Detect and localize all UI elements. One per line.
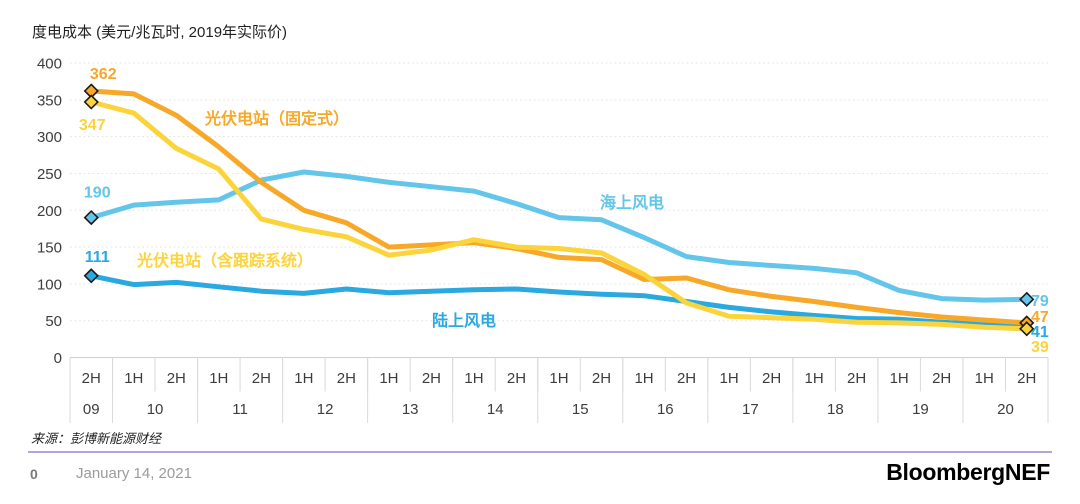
x-period-label: 1H (805, 370, 824, 387)
x-period-label: 2H (592, 370, 611, 387)
marker-offshore-wind-start (83, 209, 99, 226)
series-label-pv-tracking: 光伏电站（含跟踪系统） (136, 251, 313, 270)
y-tick-label: 100 (37, 276, 62, 293)
y-tick-label: 300 (37, 129, 62, 146)
value-label-offshore-wind-start: 190 (84, 185, 111, 202)
y-tick-label: 150 (37, 240, 62, 257)
series-line-onshore-wind (88, 273, 1030, 330)
x-period-label: 2H (337, 370, 356, 387)
x-year-label: 14 (487, 401, 504, 418)
x-period-label: 2H (932, 370, 951, 387)
marker-offshore-wind-end (1019, 291, 1035, 307)
marker-pv-tracking-end (1019, 321, 1035, 337)
value-label-onshore-wind-end: 41 (1031, 324, 1049, 341)
y-tick-label: 50 (45, 313, 62, 330)
series-label-onshore-wind: 陆上风电 (432, 311, 496, 330)
series-label-offshore-wind: 海上风电 (600, 193, 664, 212)
y-tick-label: 350 (37, 92, 62, 109)
x-period-label: 2H (167, 370, 186, 387)
marker-pv-tracking-start (83, 94, 99, 110)
x-period-label: 2H (1017, 370, 1036, 387)
x-period-label: 2H (677, 370, 696, 387)
x-year-label: 16 (657, 401, 674, 418)
series-line-pv-fixed (88, 88, 1030, 326)
value-label-pv-tracking-end: 39 (1031, 339, 1049, 356)
x-period-label: 1H (634, 370, 653, 387)
series-line-offshore-wind (88, 169, 1030, 303)
x-period-label: 2H (847, 370, 866, 387)
y-tick-label: 250 (37, 166, 62, 183)
x-period-label: 2H (507, 370, 526, 387)
value-label-pv-tracking-start: 347 (79, 117, 106, 134)
footer-divider (28, 451, 1052, 453)
x-year-label: 15 (572, 401, 589, 418)
x-year-label: 09 (83, 401, 100, 418)
page-number: 0 (30, 466, 38, 482)
x-period-label: 1H (124, 370, 143, 387)
x-period-label: 2H (762, 370, 781, 387)
x-period-label: 2H (422, 370, 441, 387)
x-period-label: 1H (379, 370, 398, 387)
x-year-label: 17 (742, 401, 759, 418)
x-period-label: 2H (252, 370, 271, 387)
x-year-label: 18 (827, 401, 844, 418)
x-period-label: 1H (890, 370, 909, 387)
value-label-pv-fixed-start: 362 (90, 66, 117, 83)
footer-date: January 14, 2021 (76, 465, 192, 482)
value-label-pv-fixed-end: 47 (1031, 309, 1049, 326)
y-tick-label: 400 (37, 56, 62, 73)
bloombergnef-logo: BloombergNEF (886, 459, 1050, 485)
x-year-label: 13 (402, 401, 419, 418)
series-label-pv-fixed: 光伏电站（固定式） (204, 109, 349, 128)
x-year-label: 20 (997, 401, 1014, 418)
marker-onshore-wind-start (83, 268, 99, 284)
chart-title: 度电成本 (美元/兆瓦时, 2019年实际价) (32, 24, 288, 41)
x-period-label: 1H (975, 370, 994, 387)
x-period-label: 1H (719, 370, 738, 387)
source-note: 来源：彭博新能源财经 (31, 431, 162, 446)
x-period-label: 1H (209, 370, 228, 387)
y-tick-label: 200 (37, 203, 62, 220)
x-year-label: 10 (147, 401, 164, 418)
x-period-label: 1H (464, 370, 483, 387)
y-tick-label: 0 (54, 350, 62, 367)
value-label-onshore-wind-start: 111 (85, 249, 110, 266)
x-period-label: 1H (294, 370, 313, 387)
x-period-label: 2H (82, 370, 101, 387)
x-year-label: 19 (912, 401, 929, 418)
x-period-label: 1H (549, 370, 568, 387)
series-line-pv-tracking (88, 99, 1030, 332)
x-year-label: 12 (317, 401, 334, 418)
value-label-offshore-wind-end: 79 (1031, 293, 1049, 310)
x-year-label: 11 (232, 401, 248, 418)
